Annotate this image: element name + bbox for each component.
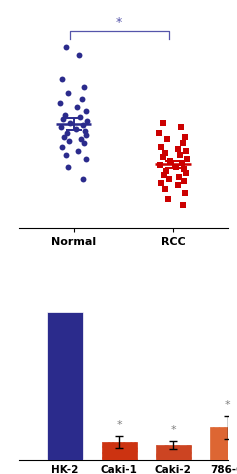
- Point: [183, 190, 187, 197]
- Point: [162, 172, 166, 179]
- Point: [75, 103, 78, 111]
- Point: [176, 146, 180, 153]
- Point: [58, 100, 62, 107]
- Point: [84, 108, 87, 115]
- Bar: [47, 312, 83, 460]
- Point: [85, 131, 88, 139]
- Point: [176, 182, 180, 189]
- Point: [161, 119, 165, 127]
- Point: [168, 157, 172, 165]
- Point: [166, 196, 170, 203]
- Point: [64, 152, 68, 159]
- Point: [79, 136, 82, 143]
- Point: [177, 173, 181, 181]
- Point: [81, 175, 84, 183]
- Point: [158, 162, 162, 169]
- Point: [59, 123, 63, 131]
- Point: [181, 139, 185, 147]
- Point: [167, 175, 171, 183]
- Point: [66, 164, 69, 171]
- Point: [62, 134, 66, 141]
- Point: [163, 186, 167, 193]
- Point: [179, 123, 183, 131]
- Point: [180, 160, 184, 167]
- Point: [164, 168, 168, 175]
- Text: *: *: [225, 400, 230, 410]
- Point: [161, 154, 165, 161]
- Text: *: *: [171, 425, 176, 435]
- Text: *: *: [116, 16, 122, 29]
- Text: *: *: [116, 420, 122, 430]
- Point: [60, 144, 64, 151]
- Point: [181, 201, 185, 209]
- Point: [80, 95, 83, 103]
- Point: [157, 129, 161, 137]
- Point: [84, 155, 87, 163]
- Point: [76, 147, 79, 155]
- Point: [77, 51, 80, 59]
- Point: [159, 180, 163, 187]
- Point: [82, 139, 85, 147]
- Point: [66, 90, 69, 97]
- Bar: [102, 442, 137, 460]
- Point: [78, 113, 82, 121]
- Point: [182, 178, 186, 185]
- Point: [182, 165, 186, 173]
- Point: [61, 116, 64, 123]
- Point: [68, 119, 72, 127]
- Point: [64, 43, 68, 51]
- Point: [63, 111, 67, 119]
- Point: [159, 144, 163, 151]
- Point: [184, 170, 188, 177]
- Point: [67, 137, 71, 145]
- Point: [163, 149, 167, 157]
- Bar: [156, 445, 191, 460]
- Point: [74, 126, 77, 133]
- Point: [185, 155, 189, 163]
- Point: [83, 128, 87, 135]
- Point: [81, 121, 84, 129]
- Point: [65, 129, 68, 137]
- Point: [82, 83, 85, 91]
- Point: [174, 164, 178, 171]
- Point: [184, 147, 188, 155]
- Bar: [210, 428, 237, 460]
- Point: [183, 134, 187, 141]
- Point: [60, 75, 64, 83]
- Point: [178, 152, 182, 159]
- Point: [86, 118, 89, 125]
- Point: [165, 136, 169, 143]
